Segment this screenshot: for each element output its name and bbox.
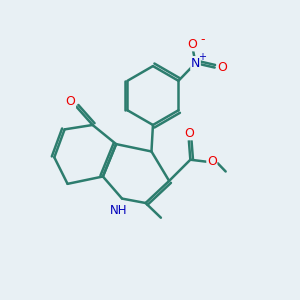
Text: O: O — [217, 61, 227, 74]
Text: NH: NH — [110, 205, 128, 218]
Text: N: N — [191, 57, 200, 70]
Text: +: + — [198, 52, 206, 62]
Text: O: O — [187, 38, 197, 51]
Text: O: O — [207, 155, 217, 168]
Text: O: O — [184, 127, 194, 140]
Text: -: - — [200, 33, 205, 46]
Text: O: O — [66, 95, 75, 108]
